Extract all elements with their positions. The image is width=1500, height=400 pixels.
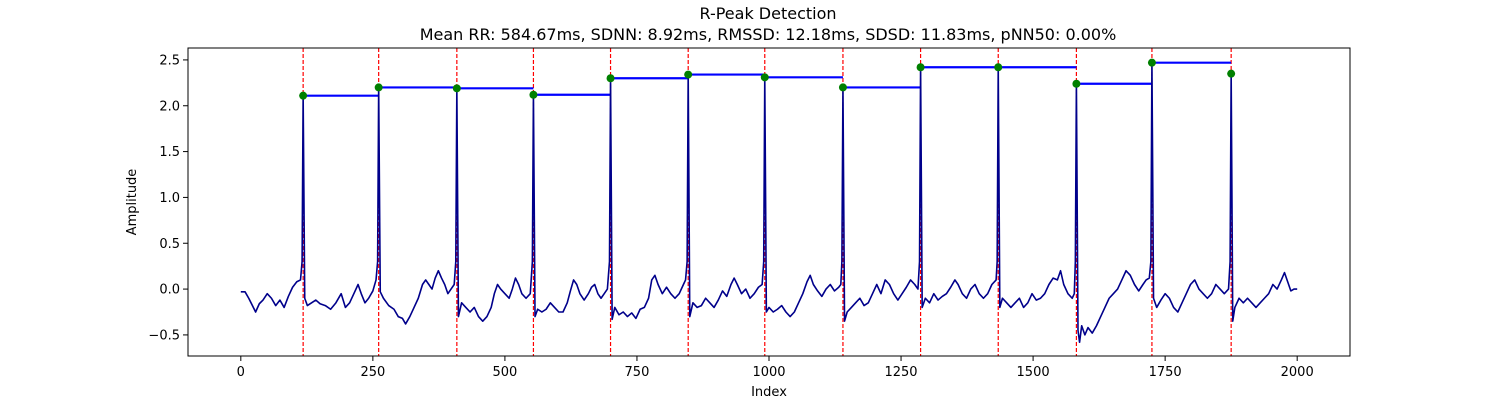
- y-axis-ticks: −0.5 0.0 0.5 1.0 1.5 2.0 2.5: [148, 53, 188, 343]
- y-tick-label-5: 2.0: [159, 99, 180, 114]
- peak-marker-3: [529, 90, 538, 99]
- y-tick-label-1: 0.0: [159, 283, 180, 298]
- x-tick-label-2: 500: [492, 365, 517, 380]
- x-tick-label-4: 1000: [752, 365, 785, 380]
- peak-marker-group: [299, 58, 1236, 100]
- x-tick-label-5: 1250: [884, 365, 917, 380]
- y-tick-label-6: 2.5: [159, 53, 180, 68]
- plot-area: [240, 48, 1298, 356]
- peak-marker-7: [838, 83, 847, 92]
- x-tick-label-3: 750: [625, 365, 650, 380]
- chart-subtitle: Mean RR: 584.67ms, SDNN: 8.92ms, RMSSD: …: [420, 25, 1117, 44]
- peak-marker-5: [684, 70, 693, 79]
- peak-marker-12: [1227, 69, 1236, 78]
- x-tick-label-7: 1750: [1149, 365, 1182, 380]
- y-tick-label-3: 1.0: [159, 191, 180, 206]
- peak-marker-1: [374, 83, 383, 92]
- rr-segment-group: [303, 61, 1232, 97]
- x-axis-label: Index: [751, 385, 787, 400]
- x-tick-label-1: 250: [360, 365, 385, 380]
- peak-marker-11: [1147, 58, 1156, 67]
- peak-marker-6: [760, 73, 769, 82]
- y-axis-label: Amplitude: [125, 169, 140, 236]
- peak-marker-8: [916, 63, 925, 72]
- y-tick-label-0: −0.5: [148, 328, 180, 343]
- y-tick-label-4: 1.5: [159, 145, 180, 160]
- x-tick-label-6: 1500: [1017, 365, 1050, 380]
- x-tick-label-8: 2000: [1281, 365, 1314, 380]
- y-tick-label-2: 0.5: [159, 237, 180, 252]
- ecg-signal-line: [240, 61, 1298, 344]
- peak-marker-9: [994, 63, 1003, 72]
- peak-marker-2: [452, 84, 461, 93]
- x-axis-ticks: 0 250 500 750 1000 1250 1500 1750 2000: [237, 356, 1314, 380]
- x-tick-label-0: 0: [237, 365, 245, 380]
- peak-marker-0: [299, 91, 308, 100]
- peak-marker-4: [606, 74, 615, 83]
- chart-title: R-Peak Detection: [699, 4, 836, 23]
- peak-marker-10: [1072, 79, 1081, 88]
